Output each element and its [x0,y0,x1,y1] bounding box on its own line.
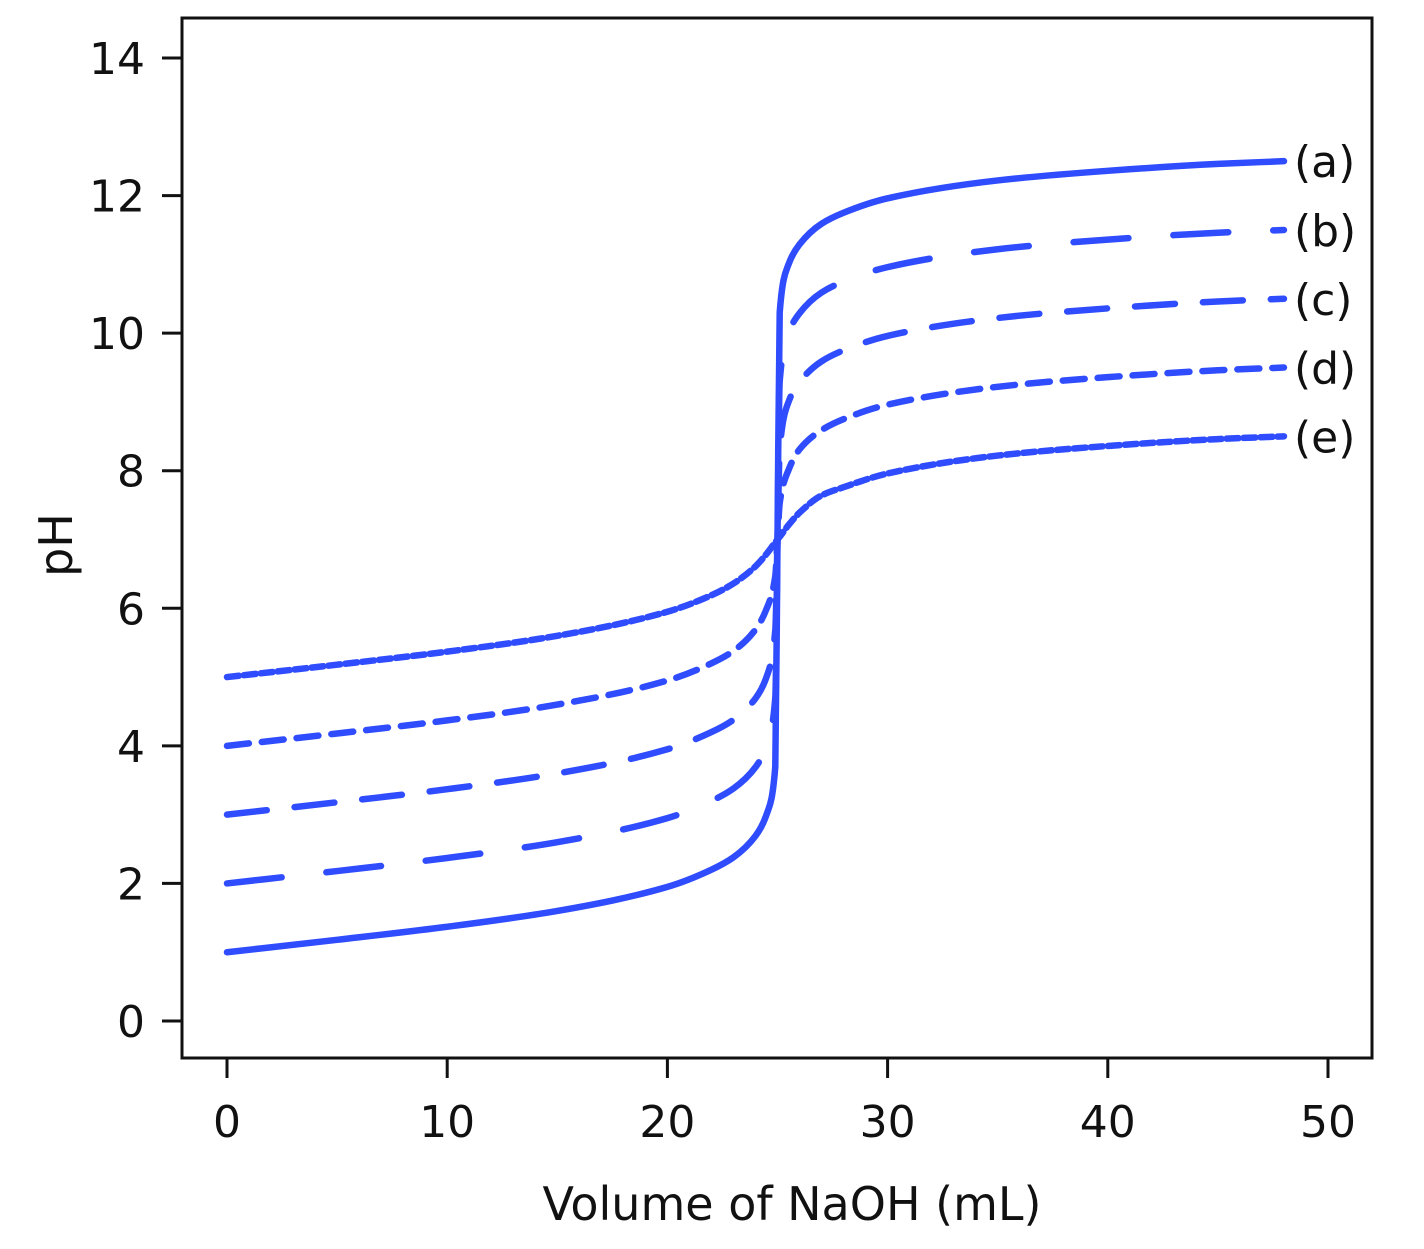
y-tick-label: 10 [89,309,145,360]
series-line-c [223,295,1288,818]
y-axis: 0 2 4 6 8 10 12 14 [89,34,182,1048]
series-label: (c) [1294,275,1353,326]
y-tick-label: 14 [89,34,145,85]
series-label: (d) [1294,344,1356,395]
series-labels: (a) (b) (c) (d) (e) [1294,137,1356,463]
series-line-b [223,226,1288,887]
y-axis-label: pH [29,513,83,577]
y-tick-label: 2 [117,859,145,910]
series-label: (a) [1294,137,1355,188]
y-tick-label: 12 [89,172,145,223]
y-tick-label: 4 [117,722,145,773]
plot-frame [180,16,1374,1060]
x-tick-label: 30 [860,1097,916,1148]
series-line-d [223,364,1288,750]
series-lines [223,157,1288,956]
series-line-a [223,157,1288,956]
x-axis-label: Volume of NaOH (mL) [542,1177,1041,1231]
x-tick-label: 20 [639,1097,695,1148]
series-label: (b) [1294,206,1356,257]
x-tick-label: 50 [1300,1097,1356,1148]
y-tick-label: 6 [117,584,145,635]
series-line-e [223,433,1288,681]
x-tick-label: 0 [213,1097,241,1148]
series-label: (e) [1294,412,1355,463]
y-tick-label: 8 [117,447,145,498]
x-axis: 0 10 20 30 40 50 [213,1058,1356,1148]
y-tick-label: 0 [117,997,145,1048]
x-tick-label: 10 [419,1097,475,1148]
x-tick-label: 40 [1080,1097,1136,1148]
